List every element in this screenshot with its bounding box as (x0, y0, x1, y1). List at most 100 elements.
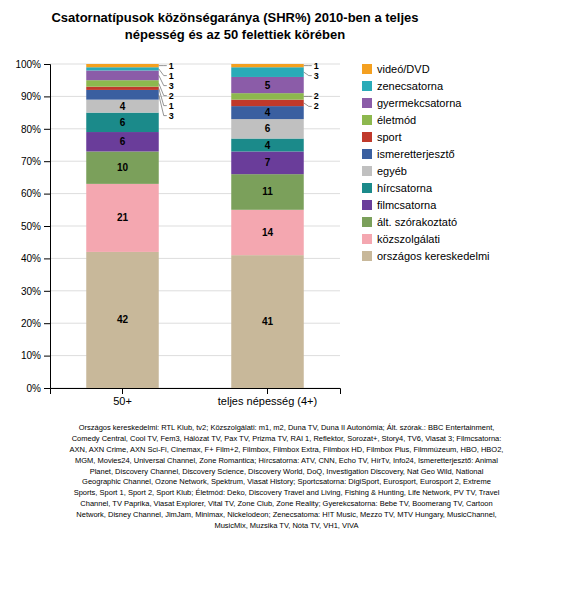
y-tick: 10% (21, 350, 50, 361)
legend-label: videó/DVD (377, 63, 430, 75)
bar (86, 100, 159, 113)
data-label: 4 (265, 107, 271, 118)
bar (86, 132, 159, 151)
data-label: 1 (169, 61, 174, 71)
data-label: 14 (262, 227, 274, 238)
y-tick-mark (44, 161, 50, 162)
data-label: 21 (117, 212, 129, 223)
y-tick: 90% (21, 91, 50, 102)
legend-item: hírcsatorna (362, 182, 433, 194)
legend-label: közszolgálati (377, 233, 440, 245)
y-tick: 20% (21, 318, 50, 329)
legend-label: egyéb (377, 165, 407, 177)
data-label: 2 (314, 91, 319, 101)
footnote-line: Sports, Sport 1, Sport 2, Sport Klub; Él… (74, 488, 500, 497)
legend-item: zenecsatorna (362, 80, 444, 92)
legend-swatch (362, 81, 372, 91)
bar (231, 210, 304, 255)
y-tick: 100% (15, 59, 50, 70)
bar (231, 255, 304, 388)
data-label: 1 (314, 61, 319, 71)
y-tick: 0% (27, 383, 50, 394)
footnote-line: MusicMix, Muzsika TV, Nóta TV, VH1, VIVA (214, 521, 358, 530)
legend-item: országos kereskedelmi (362, 250, 490, 262)
y-tick: 60% (21, 188, 50, 199)
legend-label: életmód (377, 114, 416, 126)
y-tick-label: 40% (21, 253, 41, 264)
legend-swatch (362, 200, 372, 210)
label-leader (304, 65, 312, 66)
data-labels: 422110664113213411411746451322 (117, 61, 319, 327)
data-label: 6 (120, 117, 126, 128)
legend-swatch (362, 251, 372, 261)
y-tick: 70% (21, 156, 50, 167)
label-leader (304, 72, 312, 76)
legend-item: ismeretterjesztő (362, 148, 455, 160)
data-label: 5 (265, 80, 271, 91)
bar (86, 90, 159, 100)
legend-item: életmód (362, 114, 416, 126)
data-label: 11 (262, 186, 273, 197)
bar (231, 64, 304, 67)
x-tick-label: 50+ (113, 395, 132, 407)
data-label: 3 (169, 111, 174, 121)
footnote-line: Channel, TV Paprika, Viasat Explorer, Vi… (80, 499, 492, 508)
y-tick-mark (44, 194, 50, 195)
y-axis-line (44, 65, 51, 389)
x-axis: 50+ teljes népesség (4+) (51, 388, 341, 407)
bars (86, 64, 304, 388)
chart: Csatornatípusok közönségaránya (SHR%) 20… (0, 0, 573, 605)
y-tick-mark (44, 226, 50, 227)
y-tick-label: 50% (21, 221, 41, 232)
y-tick: 50% (21, 221, 50, 232)
legend-swatch (362, 183, 372, 193)
footnote-line: Comedy Central, Cool TV, Fem3, Hálózat T… (72, 434, 502, 443)
y-tick: 30% (21, 286, 50, 297)
footnote-line: Országos kereskedelmi: RTL Klub, tv2; Kö… (79, 423, 495, 432)
legend-label: filmcsatorna (377, 199, 437, 211)
y-tick-label: 0% (27, 383, 42, 394)
y-tick-label: 60% (21, 188, 41, 199)
data-label: 7 (265, 157, 271, 168)
legend-label: hírcsatorna (377, 182, 433, 194)
data-label: 3 (169, 81, 174, 91)
y-axis: 0% 10% 20% 30% 40% 50% 60% 70% 80% 90% 100% (15, 59, 50, 394)
legend-swatch (362, 115, 372, 125)
footnote-line: Planet, Discovery Channel, Discovery Sci… (90, 467, 484, 476)
bar (231, 67, 304, 77)
data-label: 41 (262, 316, 274, 327)
legend-swatch (362, 166, 372, 176)
label-leader (304, 103, 312, 107)
y-tick: 80% (21, 124, 50, 135)
legend-item: filmcsatorna (362, 199, 437, 211)
y-tick-label: 90% (21, 91, 41, 102)
y-tick-mark (44, 356, 50, 357)
data-label: 6 (265, 123, 271, 134)
legend-label: ált. szórakoztató (377, 216, 457, 228)
bar (86, 70, 159, 80)
x-axis-line (51, 389, 341, 395)
legend-swatch (362, 217, 372, 227)
bar (231, 93, 304, 99)
y-tick-mark (44, 129, 50, 130)
label-leader (159, 75, 167, 85)
y-tick-mark (44, 323, 50, 324)
legend-item: ált. szórakoztató (362, 216, 457, 228)
label-leader (304, 96, 312, 97)
data-label: 1 (169, 101, 174, 111)
y-tick-label: 30% (21, 286, 41, 297)
legend-item: sport (362, 131, 401, 143)
title-line: Csatornatípusok közönségaránya (SHR%) 20… (51, 10, 418, 25)
label-leader (159, 95, 167, 116)
y-tick-label: 100% (15, 59, 41, 70)
x-tick: teljes népesség (4+) (218, 388, 317, 407)
x-tick-label: teljes népesség (4+) (218, 395, 317, 407)
legend-item: gyermekcsatorna (362, 97, 462, 109)
data-label: 2 (314, 101, 319, 111)
legend-label: gyermekcsatorna (377, 97, 462, 109)
title-line: népesség és az 50 felettiek körében (125, 27, 345, 42)
bar (86, 113, 159, 132)
y-tick-label: 20% (21, 318, 41, 329)
bar (86, 184, 159, 252)
footnote-line: Network, Disney Channel, JimJam, Minimax… (76, 510, 496, 519)
